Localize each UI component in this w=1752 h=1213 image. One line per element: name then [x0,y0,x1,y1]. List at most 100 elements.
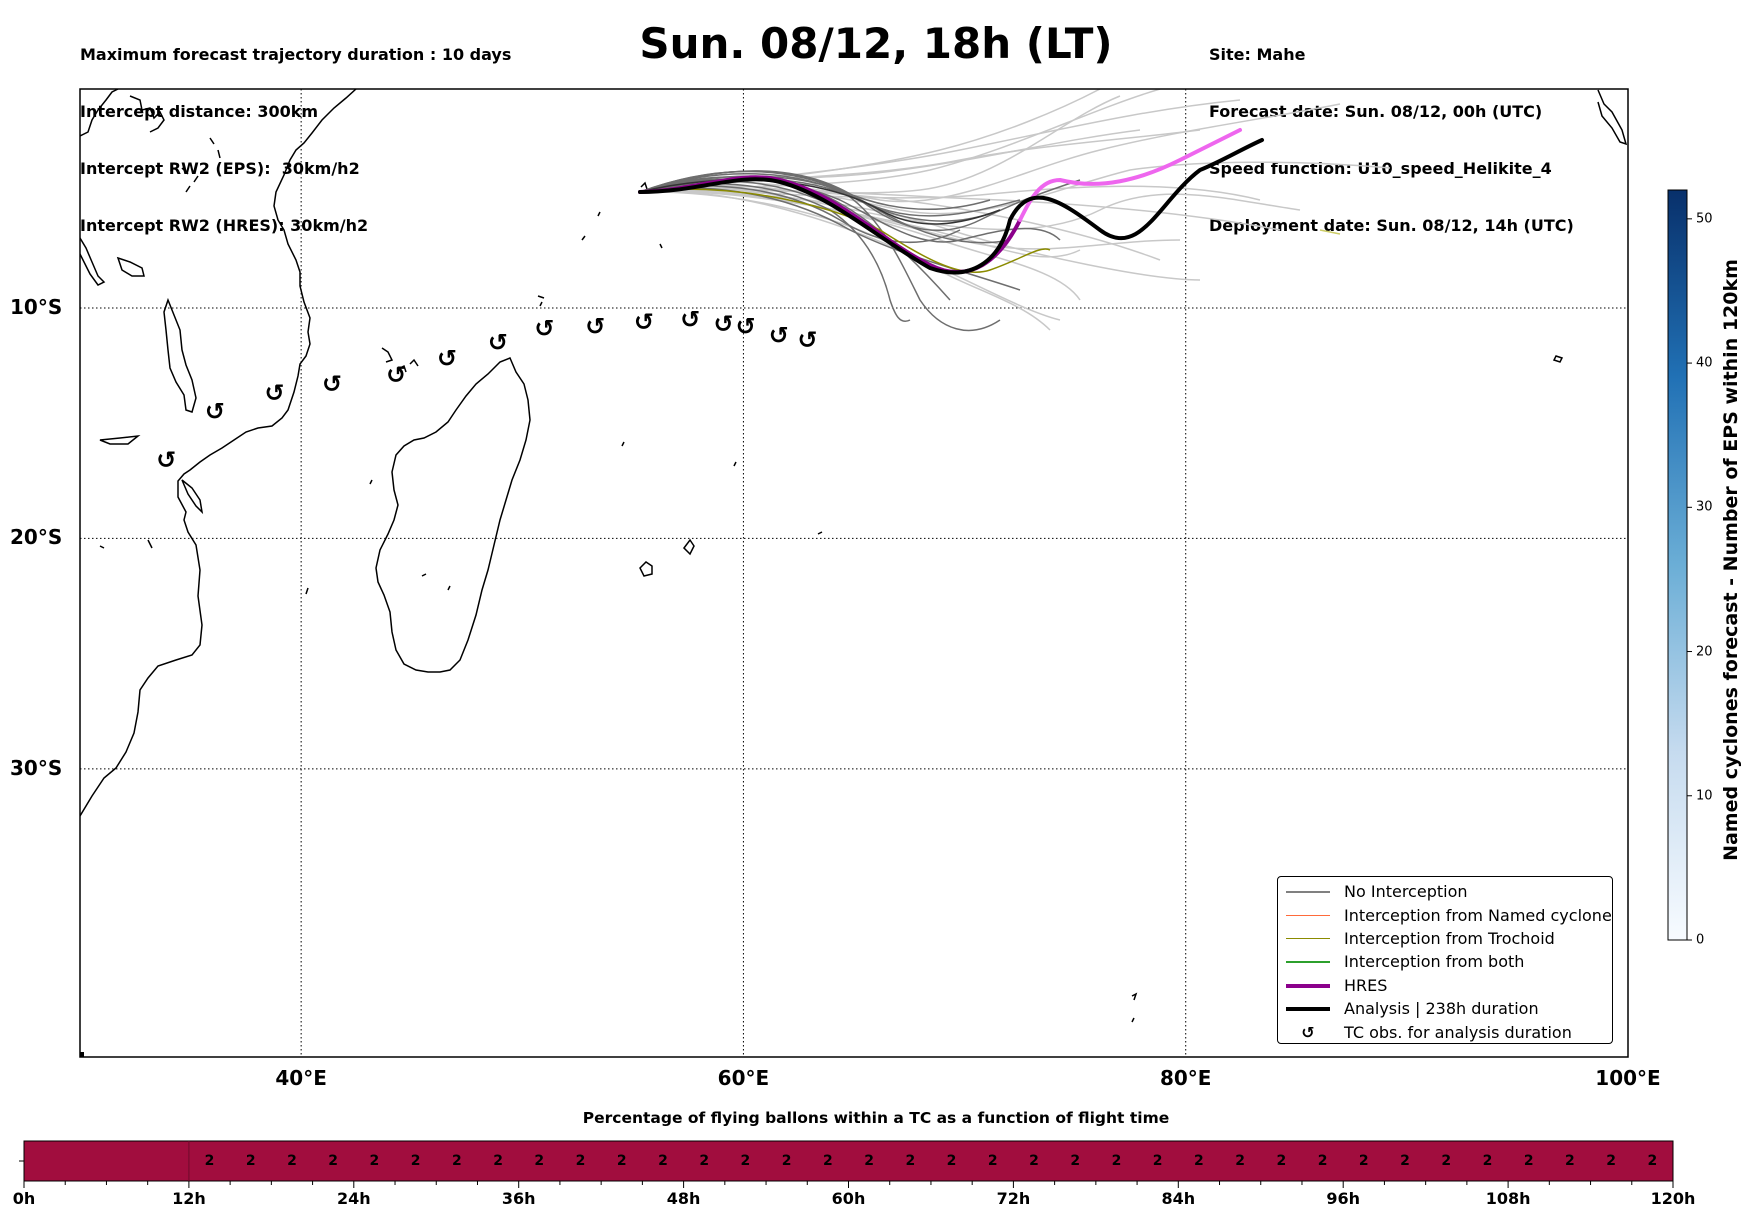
legend-symbol [1282,974,1334,997]
site-name: Site: Mahe [1209,45,1306,64]
legend-item: Interception from both [1278,950,1612,973]
flight-time-cell: 2 [1029,1153,1039,1169]
legend-line-swatch [1286,961,1330,963]
legend-label: Interception from Named cyclone [1344,905,1612,925]
tc-obs-icon: ↺ [1301,1022,1315,1042]
legend-line-swatch [1286,1007,1330,1012]
time-tick-label: 12h [172,1189,206,1208]
tc-obs-icon: ↺ [585,312,605,340]
legend-line-swatch [1286,937,1330,940]
legend-label: Interception from Trochoid [1344,928,1555,948]
graticule [80,89,1628,1057]
legend-line-swatch [1286,891,1330,893]
tc-obs-icon: ↺ [713,310,733,338]
legend: No Interception Interception from Named c… [1277,876,1613,1044]
flight-time-cell: 2 [699,1153,710,1169]
colorbar-ticks [1687,218,1692,941]
flight-time-cell: 2 [740,1153,751,1169]
flight-time-cell: 2 [1482,1153,1493,1169]
colorbar-tick-label: 10 [1696,788,1713,804]
time-tick-label: 96h [1326,1189,1361,1208]
tc-obs-icon: ↺ [386,361,406,389]
tc-obs-icon: ↺ [322,370,342,398]
mauritius [683,538,695,556]
flight-time-cell: 2 [1523,1153,1534,1169]
legend-label: TC obs. for analysis duration [1344,1022,1572,1042]
flight-time-cell: 2 [1194,1153,1204,1169]
legend-symbol: ↺ [1282,1021,1334,1044]
ne-corner-isle [1597,89,1628,146]
time-tick-label: 60h [831,1189,866,1208]
flight-time-cell: 2 [493,1153,503,1169]
legend-symbol [1282,927,1334,950]
flight-time-bar-fill [23,1140,1674,1182]
time-tick-label: 72h [996,1189,1031,1208]
colorbar-tick-label: 0 [1696,932,1705,948]
flight-time-cell: 2 [616,1153,627,1169]
time-tick-label: 120h [1650,1189,1696,1208]
tc-obs-icon: ↺ [736,312,756,340]
param-intercept-distance: Intercept distance: 300km [80,102,319,121]
flight-time-cell: 2 [1235,1153,1245,1169]
tc-obs-icon: ↺ [156,446,176,474]
legend-item: ↺ TC obs. for analysis duration [1278,1020,1612,1043]
legend-symbol [1282,997,1334,1020]
flight-time-cell: 2 [245,1153,256,1169]
legend-label: HRES [1344,975,1388,995]
legend-item: Interception from Trochoid [1278,927,1612,950]
flight-time-cell: 2 [1647,1153,1658,1169]
flight-time-title: Percentage of flying ballons within a TC… [582,1109,1170,1127]
coastline [80,89,1628,1023]
lake-malawi [163,297,197,413]
tc-obs-icon: ↺ [798,326,818,354]
tc-obs-icon: ↺ [437,345,457,373]
tc-observations: ↺↺↺ ↺ ↺↺↺ ↺ ↺ ↺ ↺ ↺ ↺ ↺ ↺ [156,305,817,474]
flight-time-cell: 2 [864,1153,874,1169]
tl-isles [181,137,221,193]
madagascar-coast [375,357,531,673]
time-tick-label: 24h [336,1189,371,1208]
legend-label: Analysis | 238h duration [1344,999,1539,1019]
legend-line-swatch [1286,983,1330,988]
comoros [381,347,419,373]
param-intercept-hres: Intercept RW2 (HRES): 30km/h2 [80,216,369,235]
tc-obs-icon: ↺ [205,398,225,426]
flight-time-cell: 2 [781,1153,792,1169]
tl-coast [80,89,165,137]
lake-tanganyika [80,237,106,286]
latitude-label: 30°S [10,755,63,780]
site-info: Site: Mahe Forecast date: Sun. 08/12, 00… [1209,7,1574,254]
longitude-label: 100°E [1595,1066,1661,1090]
africa-coast [80,89,357,817]
lake-victoria [116,256,145,277]
tc-obs-icon: ↺ [769,322,789,350]
time-tick-label: 0h [12,1189,36,1208]
tc-obs-icon: ↺ [634,308,654,336]
legend-symbol [1282,880,1334,903]
forecast-parameters: Maximum forecast trajectory duration : 1… [80,7,511,254]
flight-time-cell: 2 [946,1153,957,1169]
flight-time-cell: 2 [1358,1153,1369,1169]
flight-time-cell: 2 [1565,1153,1575,1169]
longitude-label: 80°E [1159,1066,1212,1090]
flight-time-cell: 2 [204,1153,215,1169]
lake-kariba [181,479,204,515]
flight-time-cell: 2 [1441,1153,1452,1169]
longitude-label: 60°E [717,1066,770,1090]
deployment-date: Deployment date: Sun. 08/12, 14h (UTC) [1209,216,1574,235]
colorbar-tick-label: 50 [1696,211,1713,227]
reunion [639,561,653,577]
tc-obs-icon: ↺ [534,315,554,343]
legend-label: No Interception [1344,882,1468,902]
colorbar [1667,189,1688,941]
colorbar-label: Named cyclones forecast - Number of EPS … [1720,259,1742,861]
colorbar-tick-label: 40 [1696,355,1713,371]
flight-time-cell: 2 [905,1153,916,1169]
lake-mweru [99,434,141,445]
flight-time-cell: 2 [534,1153,545,1169]
legend-item: Interception from Named cyclone [1278,903,1612,926]
param-duration: Maximum forecast trajectory duration : 1… [80,45,512,64]
latitude-label: 20°S [10,525,63,550]
tc-obs-icon: ↺ [488,329,508,357]
